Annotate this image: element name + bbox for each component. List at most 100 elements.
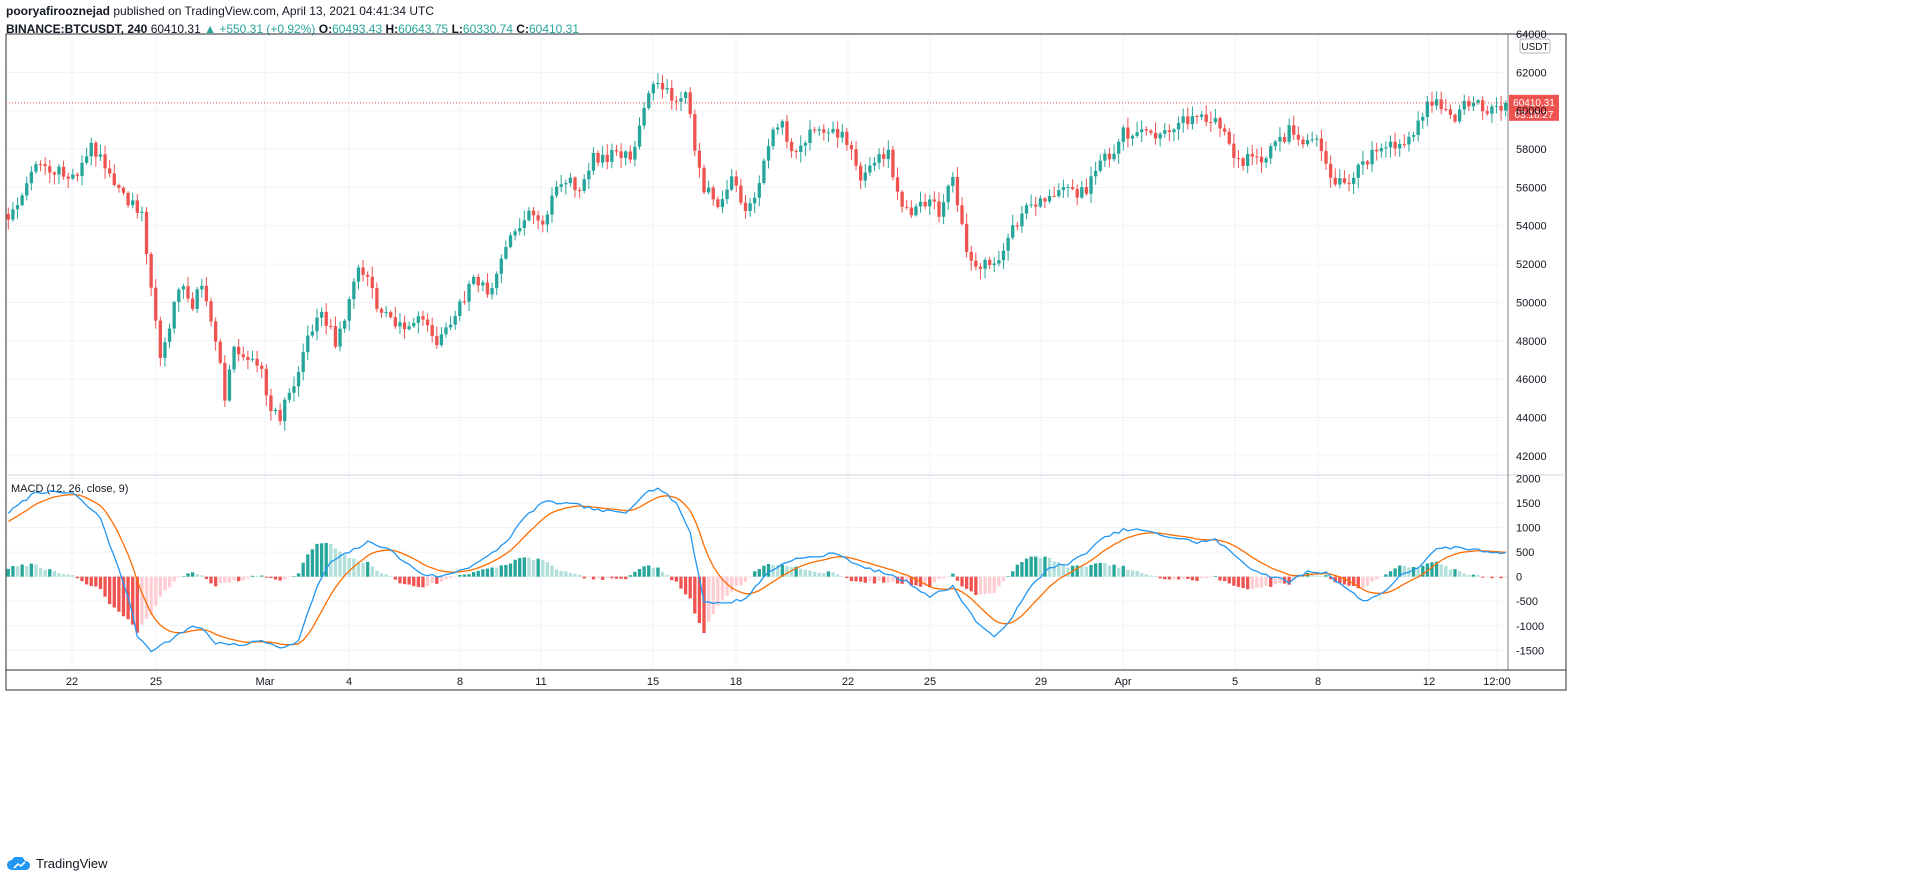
candle[interactable] — [854, 141, 858, 171]
candle[interactable] — [513, 228, 517, 241]
candle[interactable] — [246, 350, 250, 370]
candle[interactable] — [1029, 194, 1033, 208]
candle[interactable] — [186, 277, 190, 303]
candle[interactable] — [693, 109, 697, 157]
candle[interactable] — [928, 194, 932, 216]
candle[interactable] — [918, 191, 923, 213]
candle[interactable] — [1278, 127, 1282, 152]
candle[interactable] — [1126, 117, 1130, 148]
candle[interactable] — [1398, 139, 1402, 158]
candle[interactable] — [467, 280, 471, 312]
candle[interactable] — [1407, 131, 1411, 152]
candle[interactable] — [421, 310, 425, 326]
candle[interactable] — [605, 144, 609, 170]
macd-line[interactable] — [7, 487, 1506, 653]
candle[interactable] — [868, 157, 872, 176]
candle[interactable] — [1416, 111, 1420, 142]
candle[interactable] — [384, 305, 388, 318]
candle[interactable] — [550, 187, 554, 223]
candle[interactable] — [453, 310, 457, 330]
candle[interactable] — [1351, 171, 1356, 195]
candle[interactable] — [1453, 113, 1457, 124]
candle[interactable] — [799, 135, 803, 163]
candlestick-series[interactable] — [6, 73, 1508, 431]
candle[interactable] — [43, 157, 47, 175]
candle[interactable] — [564, 179, 568, 195]
candle[interactable] — [679, 91, 683, 111]
candle[interactable] — [624, 150, 628, 166]
candle[interactable] — [697, 142, 702, 178]
candle[interactable] — [425, 313, 430, 332]
candle[interactable] — [462, 291, 467, 305]
candle[interactable] — [1181, 108, 1185, 133]
candle[interactable] — [1273, 139, 1277, 151]
candle[interactable] — [135, 193, 139, 219]
candle[interactable] — [490, 282, 494, 300]
candle[interactable] — [872, 157, 877, 171]
candle[interactable] — [785, 114, 789, 149]
candle[interactable] — [11, 202, 15, 222]
candle[interactable] — [610, 143, 614, 169]
candle[interactable] — [582, 174, 586, 194]
candle[interactable] — [283, 397, 287, 431]
candle[interactable] — [1328, 155, 1333, 188]
candle[interactable] — [559, 174, 563, 192]
candle[interactable] — [1006, 233, 1010, 261]
candle[interactable] — [1485, 105, 1489, 116]
candle[interactable] — [1315, 134, 1319, 147]
candle[interactable] — [430, 317, 434, 343]
candle[interactable] — [1135, 121, 1139, 139]
candle[interactable] — [969, 245, 973, 271]
candle[interactable] — [84, 147, 89, 165]
candle[interactable] — [1430, 91, 1434, 113]
candle[interactable] — [278, 403, 282, 426]
candle[interactable] — [1388, 135, 1393, 158]
candle[interactable] — [200, 278, 204, 298]
candle[interactable] — [439, 327, 444, 348]
candle[interactable] — [1264, 156, 1268, 168]
candle[interactable] — [1457, 104, 1462, 124]
candle[interactable] — [720, 190, 725, 214]
candle[interactable] — [642, 102, 646, 130]
candle[interactable] — [753, 192, 757, 213]
candle[interactable] — [1347, 174, 1351, 192]
candle[interactable] — [845, 127, 849, 151]
candle[interactable] — [1421, 112, 1425, 129]
candle[interactable] — [1402, 134, 1406, 149]
candle[interactable] — [1117, 138, 1121, 164]
candle[interactable] — [407, 321, 411, 331]
candle[interactable] — [1227, 127, 1231, 146]
candle[interactable] — [748, 197, 752, 217]
candle[interactable] — [711, 185, 715, 206]
candle[interactable] — [218, 338, 222, 365]
candle[interactable] — [398, 312, 402, 334]
candle[interactable] — [964, 213, 969, 258]
candle[interactable] — [1043, 197, 1047, 208]
candle[interactable] — [38, 160, 43, 172]
candle[interactable] — [1001, 242, 1006, 269]
candle[interactable] — [803, 140, 808, 157]
candle[interactable] — [108, 159, 112, 178]
candle[interactable] — [633, 140, 637, 167]
candle[interactable] — [771, 127, 775, 150]
candle[interactable] — [1047, 189, 1052, 204]
candle[interactable] — [1011, 214, 1015, 240]
candle[interactable] — [1190, 106, 1195, 130]
candle[interactable] — [1259, 147, 1264, 173]
candle[interactable] — [301, 343, 305, 381]
candle[interactable] — [651, 81, 655, 101]
candle[interactable] — [57, 163, 61, 185]
candle[interactable] — [988, 256, 992, 270]
candle[interactable] — [734, 170, 738, 193]
candle[interactable] — [435, 326, 439, 349]
candle[interactable] — [900, 190, 904, 213]
candle[interactable] — [495, 271, 499, 296]
candle[interactable] — [877, 148, 881, 170]
candle[interactable] — [366, 271, 370, 287]
candle[interactable] — [338, 321, 342, 352]
time-axis[interactable]: 22 25 Mar 4 8 11 15 18 22 25 29 Apr 5 8 12 12:00 — [66, 676, 1511, 688]
candle[interactable] — [826, 128, 831, 142]
candle[interactable] — [974, 252, 978, 271]
candle[interactable] — [518, 218, 522, 236]
